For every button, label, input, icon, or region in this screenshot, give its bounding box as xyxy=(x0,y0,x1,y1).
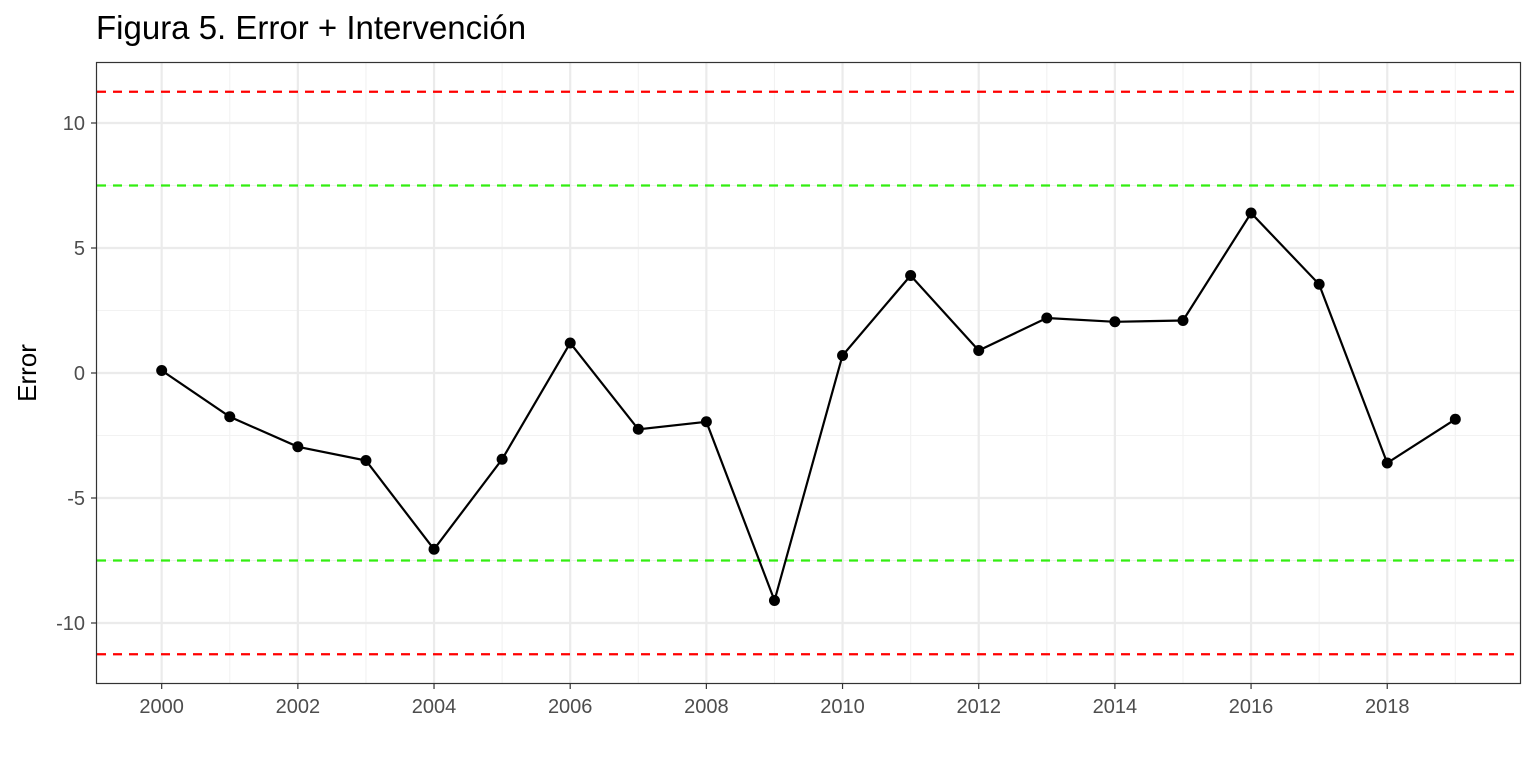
x-tick-label: 2018 xyxy=(1365,696,1410,718)
data-point xyxy=(1177,315,1189,326)
data-point xyxy=(700,416,712,428)
reference-lines xyxy=(97,90,1520,656)
x-tick-label: 2004 xyxy=(412,696,457,718)
data-point xyxy=(156,365,168,376)
data-point xyxy=(632,423,644,435)
grid-layer xyxy=(97,63,1520,683)
x-tick-label: 2014 xyxy=(1093,696,1138,718)
data-point xyxy=(224,411,236,423)
x-tick-label: 2010 xyxy=(820,696,865,718)
x-tick-label: 2016 xyxy=(1229,696,1274,718)
data-point xyxy=(360,455,372,466)
y-tick-label: 10 xyxy=(63,113,85,135)
x-tick-label: 2008 xyxy=(684,696,729,718)
data-point xyxy=(1313,278,1325,290)
data-point xyxy=(1041,312,1053,324)
series-layer xyxy=(156,207,1461,606)
x-tick-label: 2002 xyxy=(276,696,321,718)
x-tick-label: 2012 xyxy=(956,696,1001,718)
x-tick-label: 2006 xyxy=(548,696,593,718)
y-tick-label: 0 xyxy=(74,363,85,385)
data-point xyxy=(1109,316,1121,328)
y-axis-label: Error xyxy=(12,344,42,402)
data-point xyxy=(1245,207,1257,219)
y-tick-label: -10 xyxy=(56,613,85,635)
x-tick-label: 2000 xyxy=(139,696,184,718)
data-point xyxy=(1449,413,1461,425)
series-line-0 xyxy=(161,211,1456,605)
data-point xyxy=(837,350,849,361)
data-point xyxy=(292,441,304,453)
chart-title: Figura 5. Error + Intervención xyxy=(96,9,526,46)
y-tick-label: -5 xyxy=(67,488,85,510)
data-point xyxy=(905,270,917,281)
data-point xyxy=(496,453,508,465)
data-point xyxy=(973,345,985,356)
axis-layer: 2000 2002 2004 2006 2008 2010 2012 2014 2016 2018… xyxy=(56,113,1409,718)
y-tick-label: 5 xyxy=(74,238,85,260)
data-point xyxy=(1381,457,1393,469)
data-point xyxy=(768,595,780,606)
data-point xyxy=(564,337,576,349)
data-point xyxy=(428,543,440,555)
